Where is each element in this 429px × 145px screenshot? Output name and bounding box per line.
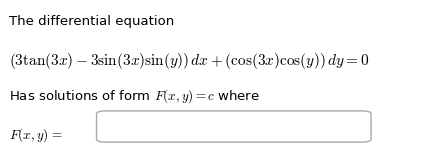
Text: Has solutions of form $F(x, y) = c$ where: Has solutions of form $F(x, y) = c$ wher…	[9, 87, 260, 105]
Text: $(3\tan(3x) - 3\sin(3x)\sin(y))\,dx + (\cos(3x)\cos(y))\,dy = 0$: $(3\tan(3x) - 3\sin(3x)\sin(y))\,dx + (\…	[9, 51, 369, 71]
Text: $F(x, y)\,=$: $F(x, y)\,=$	[9, 126, 63, 144]
Text: The differential equation: The differential equation	[9, 14, 174, 28]
FancyBboxPatch shape	[97, 111, 371, 142]
